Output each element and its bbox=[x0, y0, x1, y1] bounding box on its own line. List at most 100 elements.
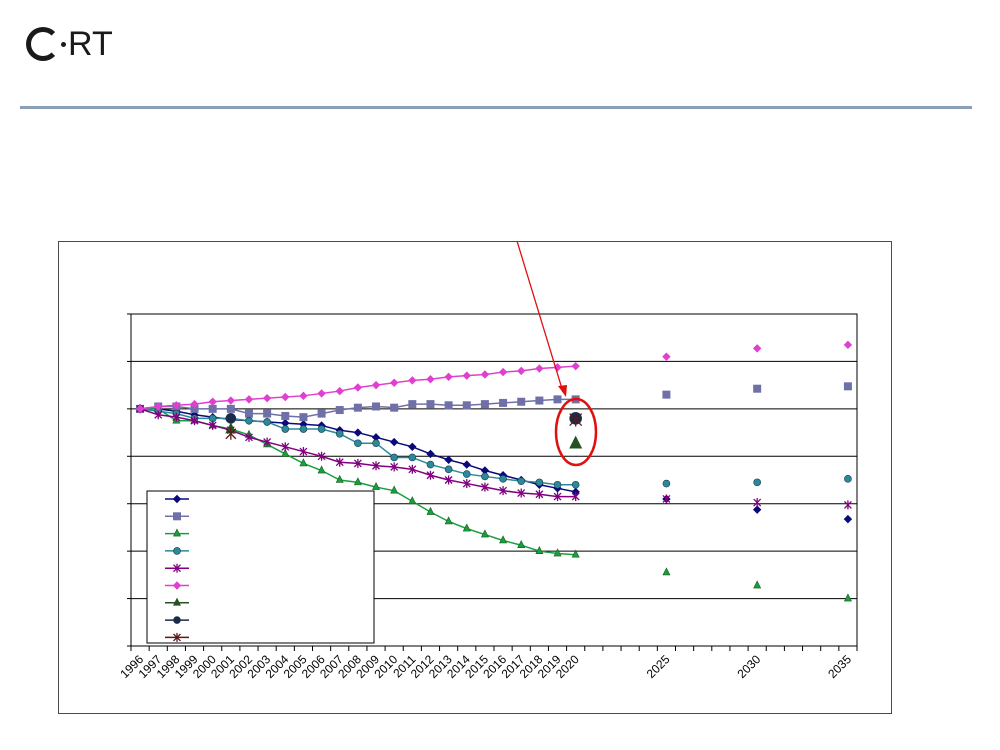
logo-c-ring bbox=[26, 27, 60, 61]
series-3-projection-point bbox=[843, 593, 852, 602]
series-2-point bbox=[244, 409, 253, 418]
legend-swatch-marker bbox=[173, 512, 181, 521]
series-3-point bbox=[281, 448, 290, 457]
series-5-point bbox=[353, 458, 362, 468]
series-1-point bbox=[408, 442, 417, 452]
series-4-point bbox=[499, 475, 507, 483]
series-3-point bbox=[535, 545, 544, 554]
series-5-projection-point bbox=[753, 498, 762, 508]
series-6-point bbox=[571, 361, 580, 371]
legend-swatch-marker bbox=[173, 632, 181, 642]
series-6-point bbox=[281, 392, 290, 402]
series-6-point bbox=[517, 366, 526, 376]
series-3-point bbox=[499, 535, 508, 544]
series-2-point bbox=[390, 403, 399, 412]
series-5-point bbox=[372, 461, 380, 471]
series-4-point bbox=[263, 418, 271, 426]
series-5-point bbox=[499, 486, 508, 496]
special-3-point bbox=[225, 427, 237, 440]
series-3-point bbox=[553, 548, 562, 557]
series-6-projection-point bbox=[843, 340, 853, 350]
series-2-point bbox=[444, 401, 453, 410]
series-5-point bbox=[535, 489, 544, 499]
series-5-projection-point bbox=[843, 500, 852, 510]
series-3-projection-point bbox=[753, 580, 762, 589]
series-3-point bbox=[317, 465, 326, 474]
legend-swatch-marker bbox=[173, 528, 181, 537]
series-4-point bbox=[426, 460, 435, 469]
series-3-point bbox=[444, 516, 453, 525]
series-3-point bbox=[408, 496, 417, 505]
legend-swatch-marker bbox=[173, 597, 181, 606]
series-5-point bbox=[317, 451, 326, 461]
series-5-point bbox=[190, 416, 199, 426]
series-5-point bbox=[571, 492, 580, 502]
series-2-point bbox=[480, 400, 489, 409]
series-5-point bbox=[444, 475, 453, 485]
special-3-point bbox=[569, 412, 583, 427]
series-5-point bbox=[426, 470, 435, 480]
series-5-point bbox=[462, 479, 471, 489]
series-6-point bbox=[408, 376, 417, 385]
series-3-point bbox=[426, 506, 435, 515]
series-1-point bbox=[462, 460, 471, 469]
special-2-point bbox=[225, 413, 237, 424]
series-6-point bbox=[535, 364, 544, 373]
series-2-point bbox=[426, 400, 435, 409]
series-1-projection-point bbox=[752, 505, 762, 514]
series-5-projection-point bbox=[662, 494, 671, 504]
series-2-point bbox=[299, 413, 308, 422]
series-4-projection-point bbox=[753, 478, 761, 487]
series-5-point bbox=[263, 437, 272, 447]
series-4-point bbox=[408, 453, 417, 462]
series-2-point bbox=[535, 396, 544, 405]
series-4-point bbox=[553, 480, 562, 489]
series-4-point bbox=[390, 453, 398, 462]
series-6-point bbox=[244, 395, 254, 404]
series-4-point bbox=[444, 465, 453, 474]
series-4-point bbox=[571, 480, 580, 489]
x-tick-label: 2030 bbox=[735, 652, 764, 681]
series-2-point bbox=[553, 395, 562, 404]
legend-swatch-marker bbox=[173, 563, 181, 573]
series-6-point bbox=[444, 372, 453, 382]
series-6-point bbox=[426, 375, 435, 384]
legend-swatch-marker bbox=[173, 616, 181, 624]
series-3-point bbox=[571, 549, 580, 558]
series-6-point bbox=[317, 389, 326, 398]
series-6-point bbox=[335, 386, 344, 396]
series-4-point bbox=[317, 425, 326, 433]
series-2-projection-point bbox=[662, 390, 671, 399]
series-6-point bbox=[226, 396, 236, 405]
series-3-projection-point bbox=[662, 567, 671, 576]
series-4-point bbox=[208, 414, 217, 423]
series-4-projection-point bbox=[844, 475, 852, 483]
series-2-point bbox=[462, 401, 471, 410]
series-5-point bbox=[245, 432, 253, 442]
series-3-point bbox=[335, 474, 344, 483]
series-2-point bbox=[317, 409, 326, 418]
series-6-projection-point bbox=[752, 344, 762, 353]
series-6-point bbox=[498, 367, 508, 377]
series-3-point bbox=[390, 485, 399, 494]
series-5-point bbox=[408, 464, 417, 474]
series-1-point bbox=[389, 437, 399, 447]
series-5-point bbox=[335, 457, 344, 467]
legend-swatch-marker bbox=[173, 547, 181, 555]
series-2-point bbox=[408, 400, 417, 409]
series-6-point bbox=[154, 402, 163, 411]
series-5-point bbox=[208, 420, 217, 430]
series-4-projection-point bbox=[662, 479, 671, 488]
special-1-point bbox=[569, 435, 583, 449]
x-tick-label: 2025 bbox=[644, 652, 673, 681]
series-2-point bbox=[208, 404, 217, 413]
series-6-point bbox=[299, 391, 308, 401]
series-3-point bbox=[517, 540, 526, 549]
series-2-point bbox=[335, 406, 344, 415]
series-5-point bbox=[154, 410, 163, 420]
series-6-point bbox=[262, 393, 272, 403]
series-3-point bbox=[372, 481, 381, 490]
series-4-point bbox=[372, 439, 380, 448]
series-6-point bbox=[172, 401, 181, 410]
series-4-point bbox=[462, 470, 471, 478]
